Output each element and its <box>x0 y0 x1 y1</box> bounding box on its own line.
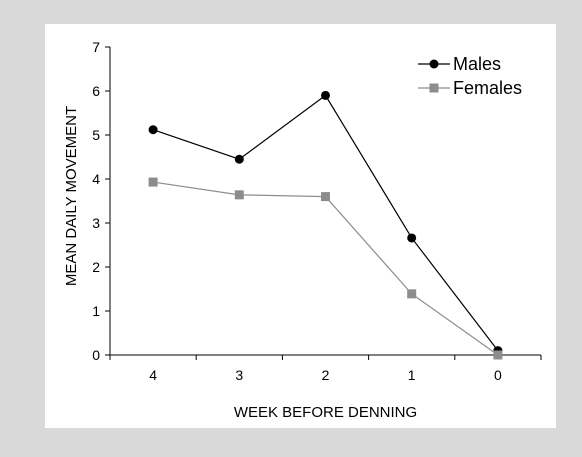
x-tick-label: 0 <box>494 367 502 383</box>
series-line-males <box>152 94 499 351</box>
data-point-females <box>234 190 244 200</box>
y-tick-label: 6 <box>92 83 100 99</box>
legend: Males Females <box>418 54 522 98</box>
y-tick-label: 3 <box>92 215 100 231</box>
chart-frame: 0 1 2 3 4 5 6 7 4 3 2 1 0 WEEK BEFORE DENNING MEAN … <box>45 24 556 428</box>
y-tick-label: 7 <box>92 39 100 55</box>
legend-marker-males <box>429 59 439 69</box>
y-tick-label: 5 <box>92 127 100 143</box>
legend-marker-females <box>429 83 439 93</box>
data-point-females <box>321 192 330 202</box>
series-line-females <box>153 181 499 356</box>
y-tick-label: 1 <box>92 303 100 319</box>
legend-label-females: Females <box>453 78 522 98</box>
y-axis-title: MEAN DAILY MOVEMENT <box>63 106 80 286</box>
legend-item-males: Males <box>418 54 501 74</box>
data-point-females <box>493 350 503 360</box>
line-chart: 0 1 2 3 4 5 6 7 4 3 2 1 0 WEEK BEFORE DENNING MEAN … <box>63 39 542 421</box>
data-point-males <box>148 125 158 135</box>
data-point-females <box>148 177 158 187</box>
x-ticks: 4 3 2 1 0 <box>109 355 542 383</box>
data-point-females <box>407 289 417 299</box>
x-tick-label: 3 <box>235 367 243 383</box>
x-axis-title: WEEK BEFORE DENNING <box>234 404 417 421</box>
data-point-males <box>407 233 417 243</box>
y-ticks: 0 1 2 3 4 5 6 7 <box>92 39 110 363</box>
y-tick-label: 4 <box>92 171 100 187</box>
legend-item-females: Females <box>418 78 522 98</box>
legend-label-males: Males <box>453 54 501 74</box>
series-layer <box>148 90 503 360</box>
y-tick-label: 0 <box>92 347 100 363</box>
x-tick-label: 4 <box>149 367 157 383</box>
data-point-males <box>321 90 330 100</box>
x-tick-label: 1 <box>408 367 416 383</box>
x-tick-label: 2 <box>322 367 330 383</box>
axes <box>109 47 541 356</box>
data-point-males <box>234 154 244 164</box>
y-tick-label: 2 <box>92 259 100 275</box>
